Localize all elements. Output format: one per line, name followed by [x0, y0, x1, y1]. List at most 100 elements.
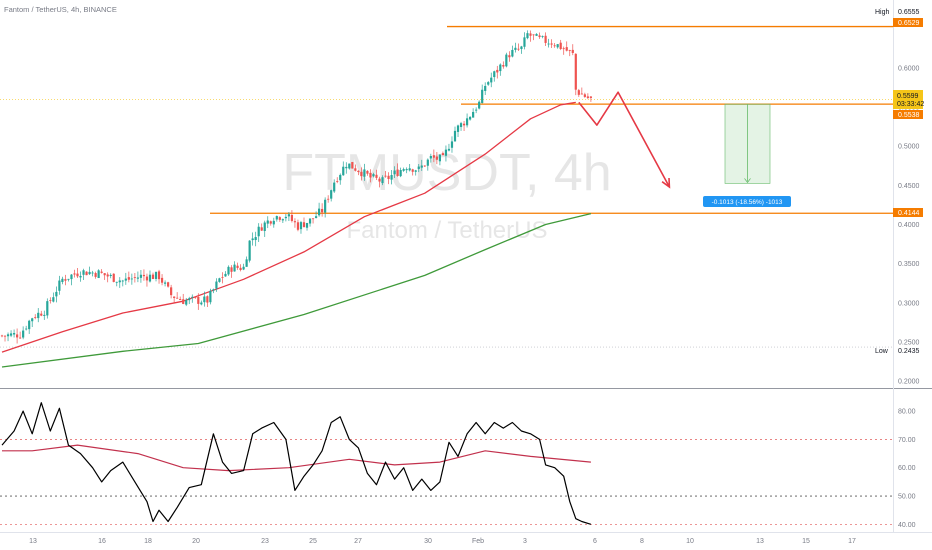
candle-body[interactable] [124, 278, 127, 281]
candle-body[interactable] [290, 214, 294, 221]
candle-body[interactable] [345, 166, 348, 169]
candle-body[interactable] [296, 222, 300, 230]
candle-body[interactable] [351, 162, 354, 169]
candle-body[interactable] [242, 266, 245, 270]
candle-body[interactable] [263, 222, 266, 232]
candle-body[interactable] [0, 335, 4, 337]
candle-body[interactable] [203, 296, 206, 303]
candle-body[interactable] [118, 280, 121, 283]
candle-body[interactable] [562, 48, 565, 50]
candle-body[interactable] [417, 166, 420, 169]
candle-body[interactable] [179, 298, 182, 300]
candle-body[interactable] [369, 172, 372, 178]
candle-body[interactable] [348, 163, 351, 169]
candle-body[interactable] [408, 168, 411, 171]
candle-body[interactable] [160, 277, 164, 283]
candle-body[interactable] [266, 220, 269, 224]
candle-body[interactable] [106, 274, 109, 277]
candle-body[interactable] [248, 240, 251, 261]
price-axis[interactable]: High 0.6555 0.6529 0.5599 03:33:42 0.553… [875, 9, 924, 355]
candle-body[interactable] [275, 216, 278, 220]
candle-body[interactable] [357, 170, 360, 173]
candle-body[interactable] [293, 221, 297, 223]
candle-body[interactable] [571, 49, 574, 53]
candle-body[interactable] [6, 334, 10, 337]
candle-body[interactable] [311, 218, 315, 220]
candle-body[interactable] [76, 273, 79, 277]
candle-body[interactable] [541, 36, 544, 37]
candle-body[interactable] [487, 82, 490, 85]
candle-body[interactable] [254, 237, 257, 241]
candle-body[interactable] [31, 318, 34, 322]
price-pane[interactable] [0, 25, 893, 368]
candle-body[interactable] [269, 221, 272, 224]
candle-body[interactable] [43, 314, 46, 316]
candle-body[interactable] [438, 154, 441, 162]
candle-body[interactable] [336, 181, 339, 182]
candle-body[interactable] [82, 270, 85, 275]
candle-body[interactable] [260, 227, 263, 231]
candle-body[interactable] [574, 53, 577, 90]
candle-body[interactable] [70, 274, 73, 280]
candle-body[interactable] [73, 273, 76, 275]
candle-body[interactable] [299, 222, 303, 230]
candle-body[interactable] [484, 85, 487, 91]
candle-body[interactable] [429, 155, 432, 159]
candle-body[interactable] [559, 42, 562, 49]
candle-body[interactable] [478, 101, 481, 109]
candle-body[interactable] [565, 47, 568, 51]
candle-body[interactable] [568, 50, 571, 51]
candle-body[interactable] [127, 277, 130, 280]
candle-body[interactable] [517, 48, 520, 50]
candle-body[interactable] [58, 280, 61, 291]
candle-body[interactable] [130, 278, 133, 280]
candle-body[interactable] [472, 111, 475, 118]
candle-body[interactable] [586, 96, 589, 98]
rsi-ma-line[interactable] [2, 444, 591, 472]
candle-body[interactable] [378, 178, 381, 182]
candle-body[interactable] [148, 274, 152, 282]
candle-body[interactable] [37, 312, 40, 319]
candle-body[interactable] [532, 34, 535, 36]
candle-body[interactable] [142, 274, 146, 277]
candle-body[interactable] [481, 89, 484, 104]
candle-body[interactable] [402, 169, 405, 171]
candle-body[interactable] [314, 216, 318, 218]
candle-body[interactable] [399, 170, 402, 177]
candle-body[interactable] [414, 170, 417, 172]
candle-body[interactable] [194, 297, 197, 298]
candle-body[interactable] [514, 47, 517, 50]
candle-body[interactable] [188, 298, 191, 301]
candle-body[interactable] [550, 43, 553, 45]
candle-body[interactable] [25, 328, 28, 330]
candle-body[interactable] [67, 278, 70, 280]
candle-body[interactable] [529, 33, 532, 36]
candle-body[interactable] [333, 182, 336, 192]
candle-body[interactable] [396, 169, 399, 176]
candle-body[interactable] [318, 208, 321, 216]
candle-body[interactable] [523, 37, 526, 47]
candle-body[interactable] [366, 170, 369, 174]
candle-body[interactable] [544, 35, 547, 43]
candle-body[interactable] [40, 313, 43, 316]
candle-body[interactable] [233, 264, 236, 272]
candle-body[interactable] [327, 198, 330, 200]
candle-body[interactable] [115, 281, 118, 283]
candle-body[interactable] [257, 226, 260, 237]
candle-body[interactable] [499, 64, 502, 72]
candle-body[interactable] [423, 165, 426, 167]
candle-body[interactable] [100, 271, 103, 273]
ma-slow-line[interactable] [1, 212, 592, 368]
candle-body[interactable] [197, 296, 200, 304]
candle-body[interactable] [456, 125, 460, 132]
candle-body[interactable] [97, 270, 100, 279]
ma-fast-line[interactable] [1, 101, 576, 353]
candle-body[interactable] [589, 96, 592, 98]
candle-body[interactable] [239, 267, 242, 270]
candle-body[interactable] [170, 287, 173, 296]
measure-tool-label[interactable]: -0.1013 (-18.56%) -1013 [703, 196, 791, 207]
candle-body[interactable] [354, 168, 357, 171]
candle-body[interactable] [61, 278, 64, 283]
projection-path[interactable] [578, 91, 671, 188]
